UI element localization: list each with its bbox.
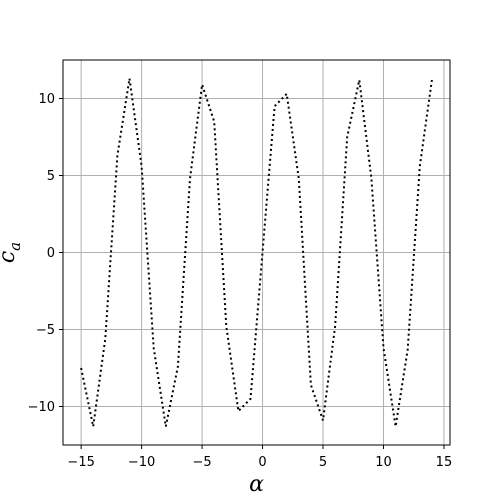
- y-tick-label: −10: [28, 400, 55, 415]
- y-tick-label: 5: [47, 169, 55, 184]
- y-axis-ticks: −10 −5 0 5 10: [28, 92, 63, 415]
- x-tick-label: 0: [258, 455, 266, 470]
- x-tick-label: −10: [128, 455, 155, 470]
- x-tick-label: 5: [319, 455, 327, 470]
- x-tick-label: 10: [375, 455, 392, 470]
- x-axis-label: α: [249, 472, 264, 497]
- y-axis-label-subscript: a: [6, 242, 24, 251]
- x-tick-label: −15: [67, 455, 94, 470]
- x-axis-ticks: −15 −10 −5 0 5 10 15: [67, 445, 452, 470]
- y-tick-label: 10: [38, 92, 55, 107]
- y-axis-label: ca: [0, 242, 24, 263]
- y-tick-label: −5: [36, 323, 55, 338]
- x-tick-label: 15: [436, 455, 453, 470]
- y-axis-label-main: c: [0, 251, 20, 263]
- y-tick-label: 0: [47, 246, 55, 261]
- x-tick-label: −5: [192, 455, 211, 470]
